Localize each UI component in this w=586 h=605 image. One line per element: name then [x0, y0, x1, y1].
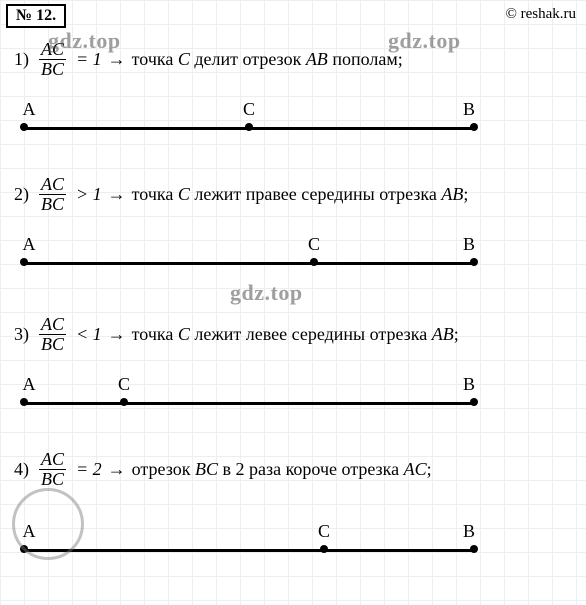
- text-var: BC: [195, 459, 218, 479]
- label-b: B: [463, 234, 475, 255]
- item-1-fraction: AC BC: [39, 40, 66, 79]
- arrow-icon: →: [108, 184, 126, 205]
- text-mid: делит отрезок: [190, 49, 306, 69]
- item-3-fraction: AC BC: [39, 315, 66, 354]
- point-a: [20, 398, 28, 406]
- item-3-index: 3): [14, 324, 29, 345]
- text-post: ;: [454, 324, 459, 344]
- fraction-numerator: AC: [39, 175, 66, 195]
- item-4: 4) AC BC = 2 → отрезок BC в 2 раза короч…: [14, 450, 576, 569]
- label-a: A: [23, 521, 36, 542]
- text-mid: лежит левее середины отрезка: [190, 324, 432, 344]
- item-4-text: отрезок BC в 2 раза короче отрезка AC;: [132, 459, 432, 480]
- point-b: [470, 123, 478, 131]
- point-c: [120, 398, 128, 406]
- text-var2: AB: [441, 184, 463, 204]
- label-a: A: [23, 99, 36, 120]
- item-4-op: = 2: [76, 459, 102, 480]
- label-b: B: [463, 374, 475, 395]
- item-4-statement: 4) AC BC = 2 → отрезок BC в 2 раза короч…: [14, 450, 576, 489]
- text-pre: точка: [132, 324, 178, 344]
- text-mid: в 2 раза короче отрезка: [218, 459, 404, 479]
- item-2-index: 2): [14, 184, 29, 205]
- item-2-fraction: AC BC: [39, 175, 66, 214]
- problem-number: № 12.: [6, 4, 66, 28]
- text-var2: AB: [306, 49, 328, 69]
- item-4-fraction: AC BC: [39, 450, 66, 489]
- text-pre: отрезок: [132, 459, 195, 479]
- item-3: 3) AC BC < 1 → точка C лежит левее серед…: [14, 315, 576, 422]
- point-b: [470, 545, 478, 553]
- item-2-op: > 1: [76, 184, 102, 205]
- item-4-index: 4): [14, 459, 29, 480]
- point-c: [245, 123, 253, 131]
- label-b: B: [463, 521, 475, 542]
- arrow-icon: →: [108, 49, 126, 70]
- text-post: ;: [463, 184, 468, 204]
- item-2-diagram: A C B: [14, 232, 484, 282]
- fraction-numerator: AC: [39, 40, 66, 60]
- item-1-op: = 1: [76, 49, 102, 70]
- text-post: пополам;: [328, 49, 403, 69]
- label-c: C: [308, 234, 320, 255]
- fraction-numerator: AC: [39, 450, 66, 470]
- item-3-text: точка C лежит левее середины отрезка AB;: [132, 324, 459, 345]
- item-3-statement: 3) AC BC < 1 → точка C лежит левее серед…: [14, 315, 576, 354]
- segment-line: [24, 549, 474, 552]
- point-a: [20, 258, 28, 266]
- point-c: [310, 258, 318, 266]
- text-pre: точка: [132, 184, 178, 204]
- copyright: © reshak.ru: [505, 6, 576, 23]
- label-c: C: [118, 374, 130, 395]
- segment-line: [24, 262, 474, 265]
- arrow-icon: →: [108, 459, 126, 480]
- point-a: [20, 123, 28, 131]
- text-var: C: [178, 49, 190, 69]
- item-1-diagram: A C B: [14, 97, 484, 147]
- text-var: C: [178, 324, 190, 344]
- text-pre: точка: [132, 49, 178, 69]
- text-post: ;: [427, 459, 432, 479]
- point-a: [20, 545, 28, 553]
- item-4-diagram: A C B: [14, 519, 484, 569]
- item-1-text: точка C делит отрезок AB пополам;: [132, 49, 403, 70]
- item-1: 1) AC BC = 1 → точка C делит отрезок AB …: [14, 40, 576, 147]
- item-1-statement: 1) AC BC = 1 → точка C делит отрезок AB …: [14, 40, 576, 79]
- item-2-text: точка C лежит правее середины отрезка AB…: [132, 184, 469, 205]
- label-c: C: [243, 99, 255, 120]
- fraction-denominator: BC: [39, 335, 66, 354]
- text-var: C: [178, 184, 190, 204]
- point-b: [470, 258, 478, 266]
- fraction-denominator: BC: [39, 60, 66, 79]
- item-3-op: < 1: [76, 324, 102, 345]
- text-var2: AB: [432, 324, 454, 344]
- segment-line: [24, 402, 474, 405]
- point-c: [320, 545, 328, 553]
- item-2-statement: 2) AC BC > 1 → точка C лежит правее сере…: [14, 175, 576, 214]
- label-a: A: [23, 374, 36, 395]
- text-mid: лежит правее середины отрезка: [190, 184, 442, 204]
- text-var2: AC: [404, 459, 427, 479]
- item-1-index: 1): [14, 49, 29, 70]
- fraction-numerator: AC: [39, 315, 66, 335]
- label-a: A: [23, 234, 36, 255]
- point-b: [470, 398, 478, 406]
- arrow-icon: →: [108, 324, 126, 345]
- item-2: 2) AC BC > 1 → точка C лежит правее сере…: [14, 175, 576, 282]
- item-3-diagram: A C B: [14, 372, 484, 422]
- fraction-denominator: BC: [39, 195, 66, 214]
- label-b: B: [463, 99, 475, 120]
- label-c: C: [318, 521, 330, 542]
- fraction-denominator: BC: [39, 470, 66, 489]
